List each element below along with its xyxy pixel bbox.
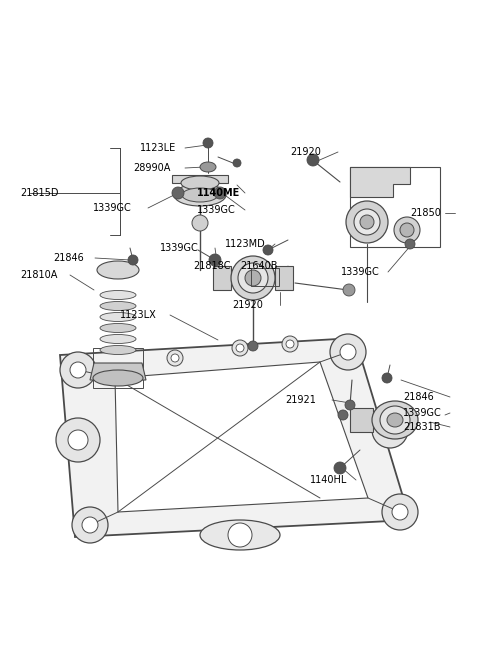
Polygon shape (60, 338, 410, 537)
Ellipse shape (200, 520, 280, 550)
Circle shape (60, 352, 96, 388)
Circle shape (68, 430, 88, 450)
Text: 21920: 21920 (290, 147, 321, 157)
Circle shape (228, 523, 252, 547)
Ellipse shape (238, 263, 268, 293)
Text: 21921: 21921 (285, 395, 316, 405)
Text: 1339GC: 1339GC (197, 205, 236, 215)
Polygon shape (350, 167, 410, 197)
Ellipse shape (97, 261, 139, 279)
Ellipse shape (245, 270, 261, 286)
Ellipse shape (354, 209, 380, 235)
Text: 21850: 21850 (410, 208, 441, 218)
Ellipse shape (346, 201, 388, 243)
Text: 28990A: 28990A (133, 163, 170, 173)
Text: 21831B: 21831B (403, 422, 441, 432)
Circle shape (343, 284, 355, 296)
Text: 1140HL: 1140HL (310, 475, 348, 485)
Ellipse shape (100, 291, 136, 299)
Text: 21846: 21846 (53, 253, 84, 263)
Ellipse shape (174, 184, 226, 206)
Bar (251, 268, 279, 286)
Polygon shape (115, 362, 368, 512)
Circle shape (340, 344, 356, 360)
Text: 1339GC: 1339GC (403, 408, 442, 418)
Circle shape (192, 215, 208, 231)
Circle shape (171, 354, 179, 362)
Ellipse shape (100, 312, 136, 322)
Text: 1339GC: 1339GC (160, 243, 199, 253)
Text: 1123LX: 1123LX (120, 310, 157, 320)
Circle shape (334, 462, 346, 474)
Text: 1339GC: 1339GC (93, 203, 132, 213)
Circle shape (382, 494, 418, 530)
Ellipse shape (100, 301, 136, 310)
Polygon shape (275, 266, 293, 290)
Circle shape (282, 336, 298, 352)
Circle shape (405, 239, 415, 249)
Polygon shape (350, 408, 373, 432)
Circle shape (232, 340, 248, 356)
Circle shape (248, 341, 258, 351)
Circle shape (209, 254, 221, 266)
Text: 1140ME: 1140ME (197, 188, 240, 198)
Circle shape (128, 255, 138, 265)
Circle shape (203, 138, 213, 148)
Text: 1123MD: 1123MD (225, 239, 266, 249)
Ellipse shape (400, 223, 414, 237)
Text: 21640B: 21640B (240, 261, 277, 271)
Polygon shape (213, 266, 231, 290)
Circle shape (345, 400, 355, 410)
Circle shape (56, 418, 100, 462)
Polygon shape (172, 175, 228, 183)
Ellipse shape (182, 188, 218, 202)
Circle shape (70, 362, 86, 378)
Circle shape (307, 154, 319, 166)
Circle shape (72, 507, 108, 543)
Circle shape (172, 187, 184, 199)
Circle shape (382, 373, 392, 383)
Text: 1123LE: 1123LE (140, 143, 176, 153)
Circle shape (233, 159, 241, 167)
Ellipse shape (380, 406, 410, 434)
Ellipse shape (200, 162, 216, 172)
Text: 21818C: 21818C (193, 261, 230, 271)
Ellipse shape (231, 256, 275, 300)
Bar (93, 348, 143, 388)
Ellipse shape (394, 217, 420, 243)
Text: 21920: 21920 (232, 300, 263, 310)
Circle shape (330, 334, 366, 370)
Ellipse shape (387, 413, 403, 427)
Circle shape (286, 340, 294, 348)
Text: 21846: 21846 (403, 392, 434, 402)
Bar (350, 167, 440, 247)
Ellipse shape (100, 335, 136, 343)
Circle shape (82, 517, 98, 533)
Ellipse shape (93, 370, 143, 386)
Circle shape (236, 344, 244, 352)
Ellipse shape (181, 176, 219, 190)
Circle shape (263, 245, 273, 255)
Text: 21810A: 21810A (20, 270, 58, 280)
Text: 1339GC: 1339GC (341, 267, 380, 277)
Ellipse shape (100, 324, 136, 333)
Ellipse shape (360, 215, 374, 229)
Text: 21815D: 21815D (20, 188, 59, 198)
Ellipse shape (100, 345, 136, 354)
Circle shape (372, 412, 408, 448)
Circle shape (382, 422, 398, 438)
Ellipse shape (372, 401, 418, 439)
Polygon shape (90, 363, 146, 380)
Circle shape (392, 504, 408, 520)
Circle shape (167, 350, 183, 366)
Circle shape (338, 410, 348, 420)
Circle shape (214, 187, 226, 199)
